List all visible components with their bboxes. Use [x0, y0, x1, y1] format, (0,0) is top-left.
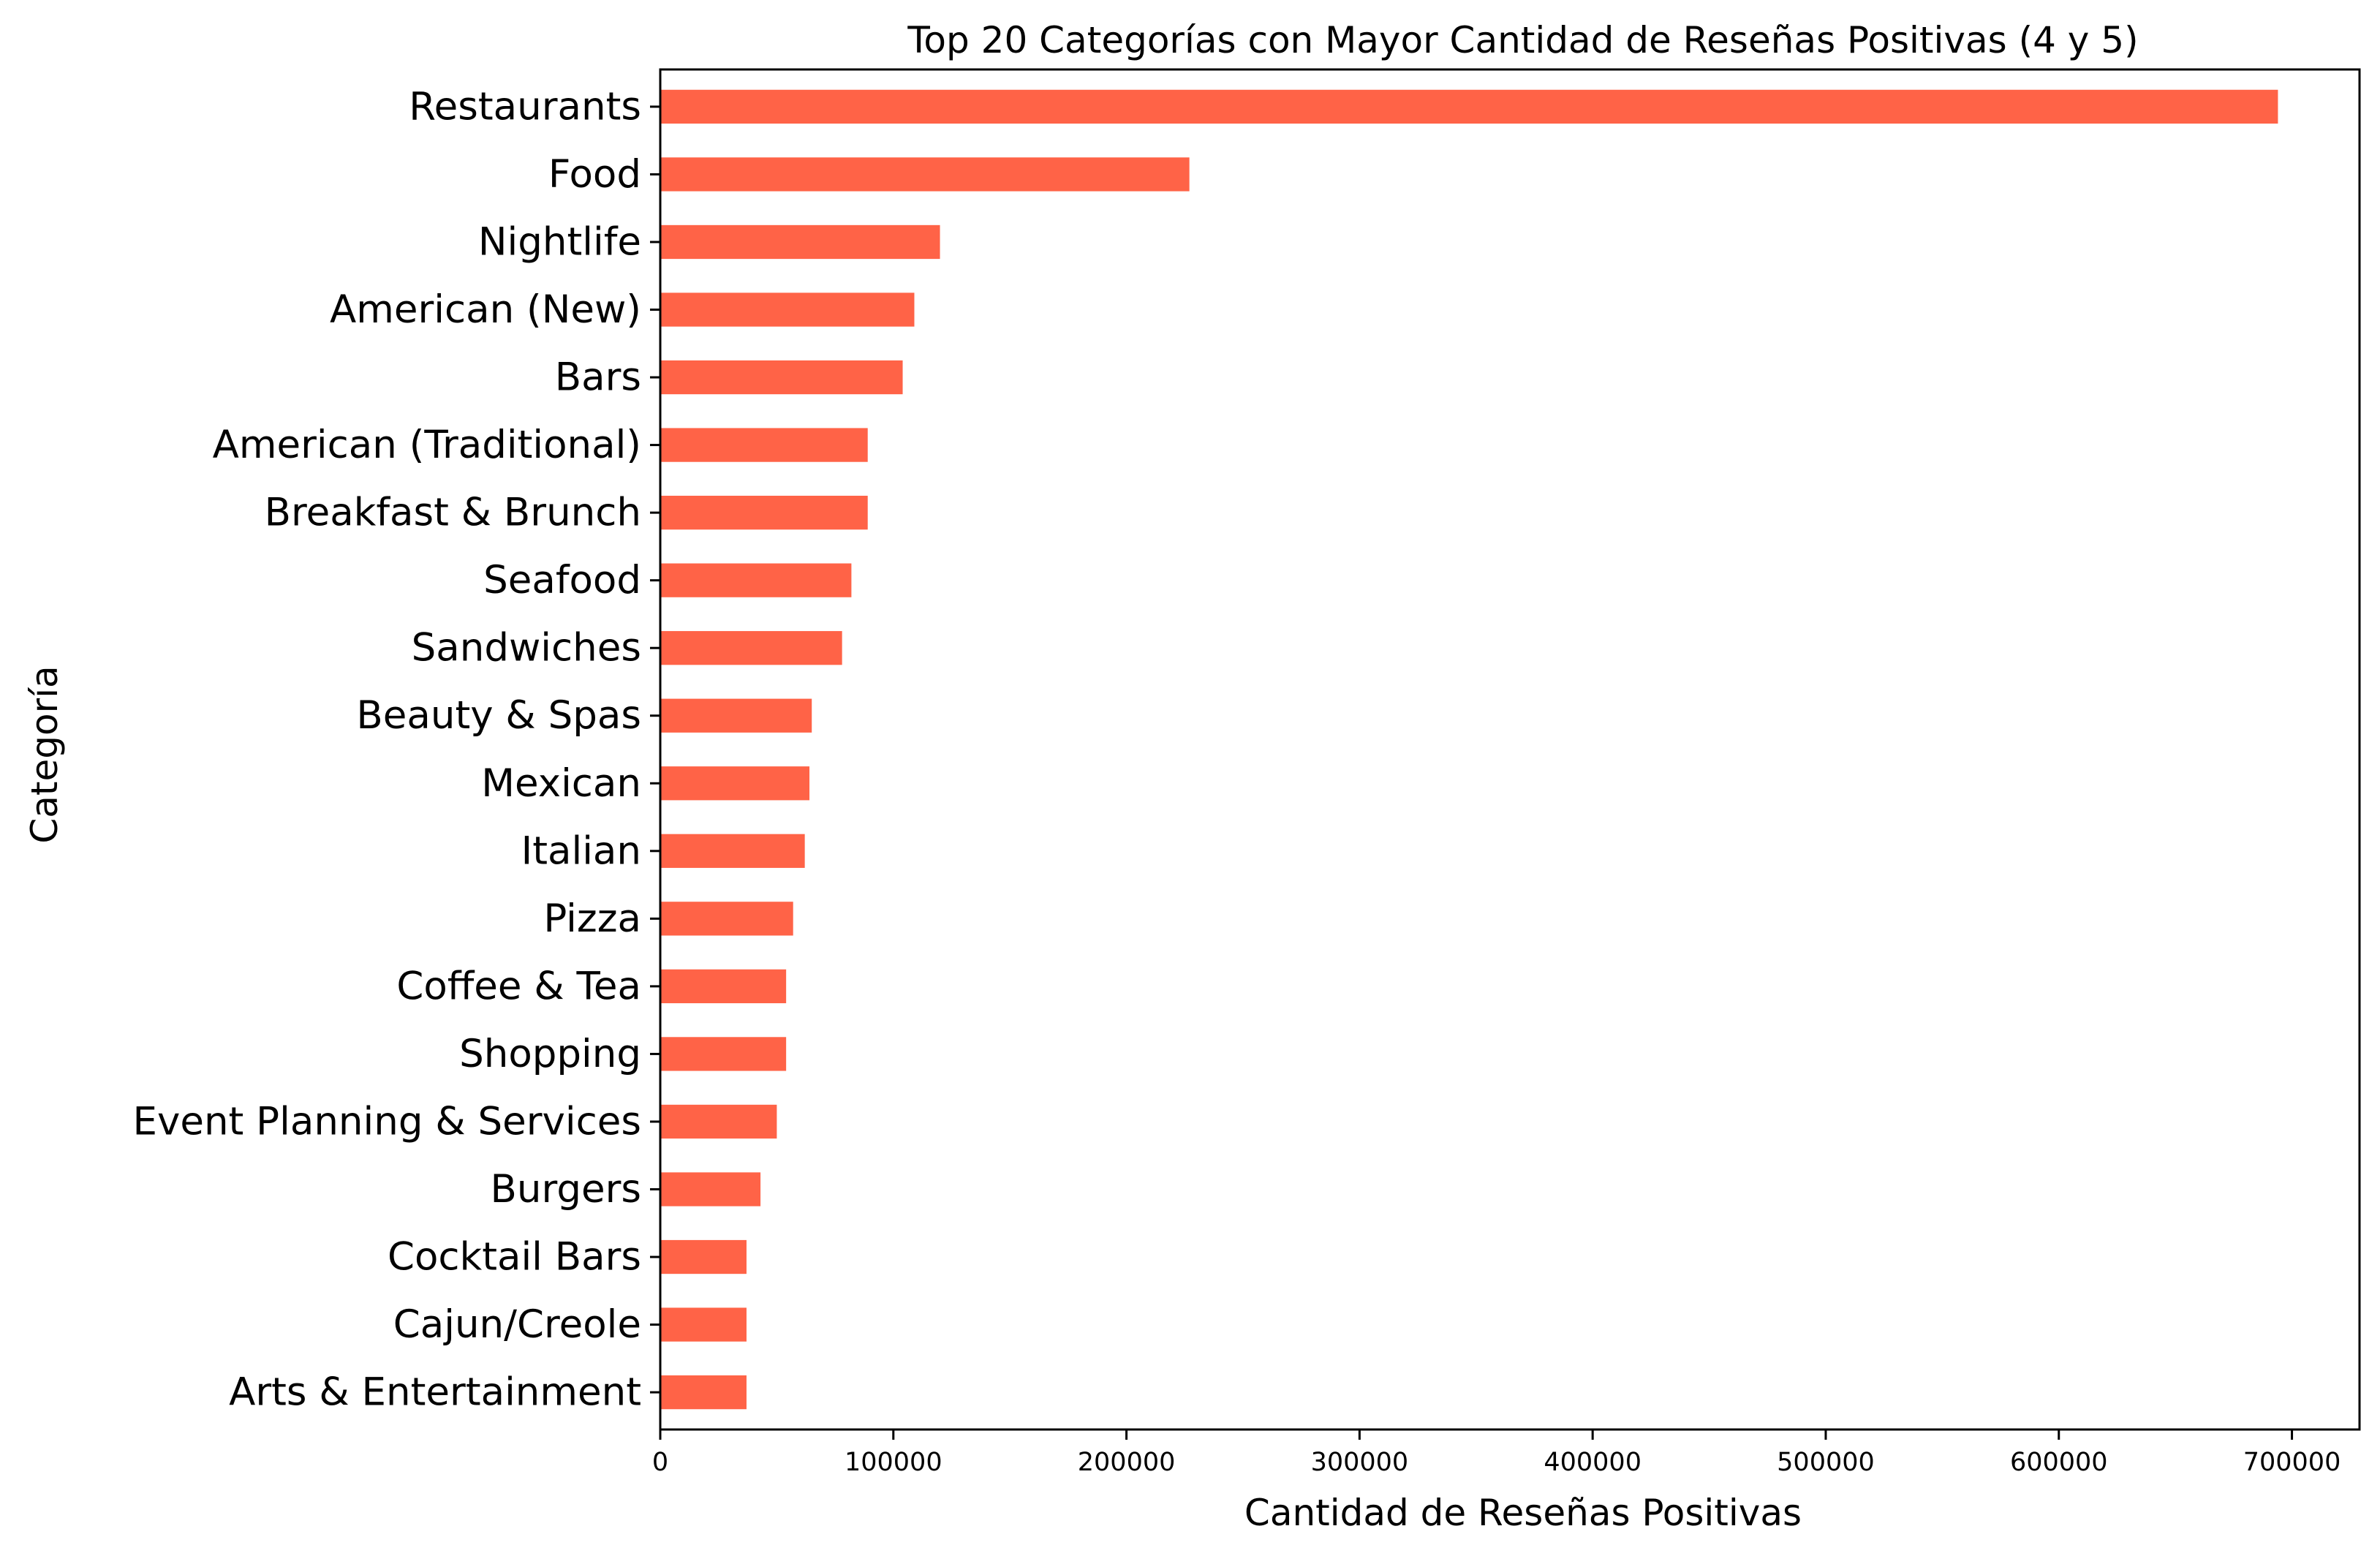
bar	[660, 631, 842, 665]
bar	[660, 834, 805, 868]
y-tick-label: Breakfast & Brunch	[265, 491, 641, 535]
y-tick-label: Cajun/Creole	[393, 1302, 641, 1347]
x-tick-label: 300000	[1311, 1448, 1409, 1477]
y-axis-label: Categoría	[23, 665, 66, 843]
x-tick-label: 0	[652, 1448, 668, 1477]
bar	[660, 89, 2278, 124]
y-tick-label: Restaurants	[409, 84, 641, 129]
y-tick-label: Nightlife	[478, 219, 641, 264]
x-tick-label: 600000	[2010, 1448, 2108, 1477]
chart-title: Top 20 Categorías con Mayor Cantidad de …	[907, 19, 2138, 61]
bar	[660, 224, 940, 260]
bar	[660, 360, 903, 395]
bar	[660, 766, 810, 801]
bar	[660, 292, 915, 327]
y-tick-label: Arts & Entertainment	[229, 1370, 641, 1415]
bar	[660, 157, 1190, 192]
x-tick-label: 500000	[1777, 1448, 1875, 1477]
bar	[660, 1375, 747, 1410]
plot-frame	[659, 68, 2361, 1431]
y-tick-label: Mexican	[481, 761, 641, 806]
y-tick-label: Bars	[555, 355, 641, 400]
y-tick-label: Food	[548, 152, 641, 197]
bar	[660, 1239, 747, 1274]
bar	[660, 1037, 787, 1071]
y-tick-label: Shopping	[459, 1032, 641, 1076]
x-tick-label: 200000	[1078, 1448, 1176, 1477]
y-tick-label: American (New)	[330, 287, 641, 332]
y-tick-label: Burgers	[491, 1167, 641, 1212]
y-tick-label: Coffee & Tea	[396, 964, 641, 1008]
y-tick-label: American (Traditional)	[213, 423, 641, 467]
x-tick-label: 400000	[1544, 1448, 1642, 1477]
y-tick-label: Pizza	[543, 896, 641, 941]
y-ticks: Restaurants Food Nightlife American (New) Ba…	[133, 84, 660, 1415]
bar	[660, 1172, 761, 1206]
x-ticks: 0 100000 200000 300000 400000 500000 600000 700…	[652, 1430, 2341, 1477]
bars-layer	[660, 89, 2278, 1410]
x-tick-label: 100000	[845, 1448, 942, 1477]
y-tick-label: Beauty & Spas	[356, 693, 641, 738]
bar	[660, 969, 787, 1004]
bar	[660, 902, 793, 936]
bar	[660, 563, 852, 597]
bar	[660, 1307, 747, 1342]
bar	[660, 1104, 777, 1139]
y-tick-label: Cocktail Bars	[388, 1235, 641, 1280]
bar	[660, 428, 868, 462]
y-tick-label: Italian	[521, 828, 641, 873]
x-axis-label: Cantidad de Reseñas Positivas	[1244, 1492, 1802, 1534]
y-tick-label: Sandwiches	[412, 626, 641, 671]
y-tick-label: Seafood	[483, 558, 641, 603]
x-tick-label: 700000	[2243, 1448, 2341, 1477]
y-tick-label: Event Planning & Services	[133, 1099, 642, 1144]
bar	[660, 495, 868, 530]
bar	[660, 698, 812, 733]
